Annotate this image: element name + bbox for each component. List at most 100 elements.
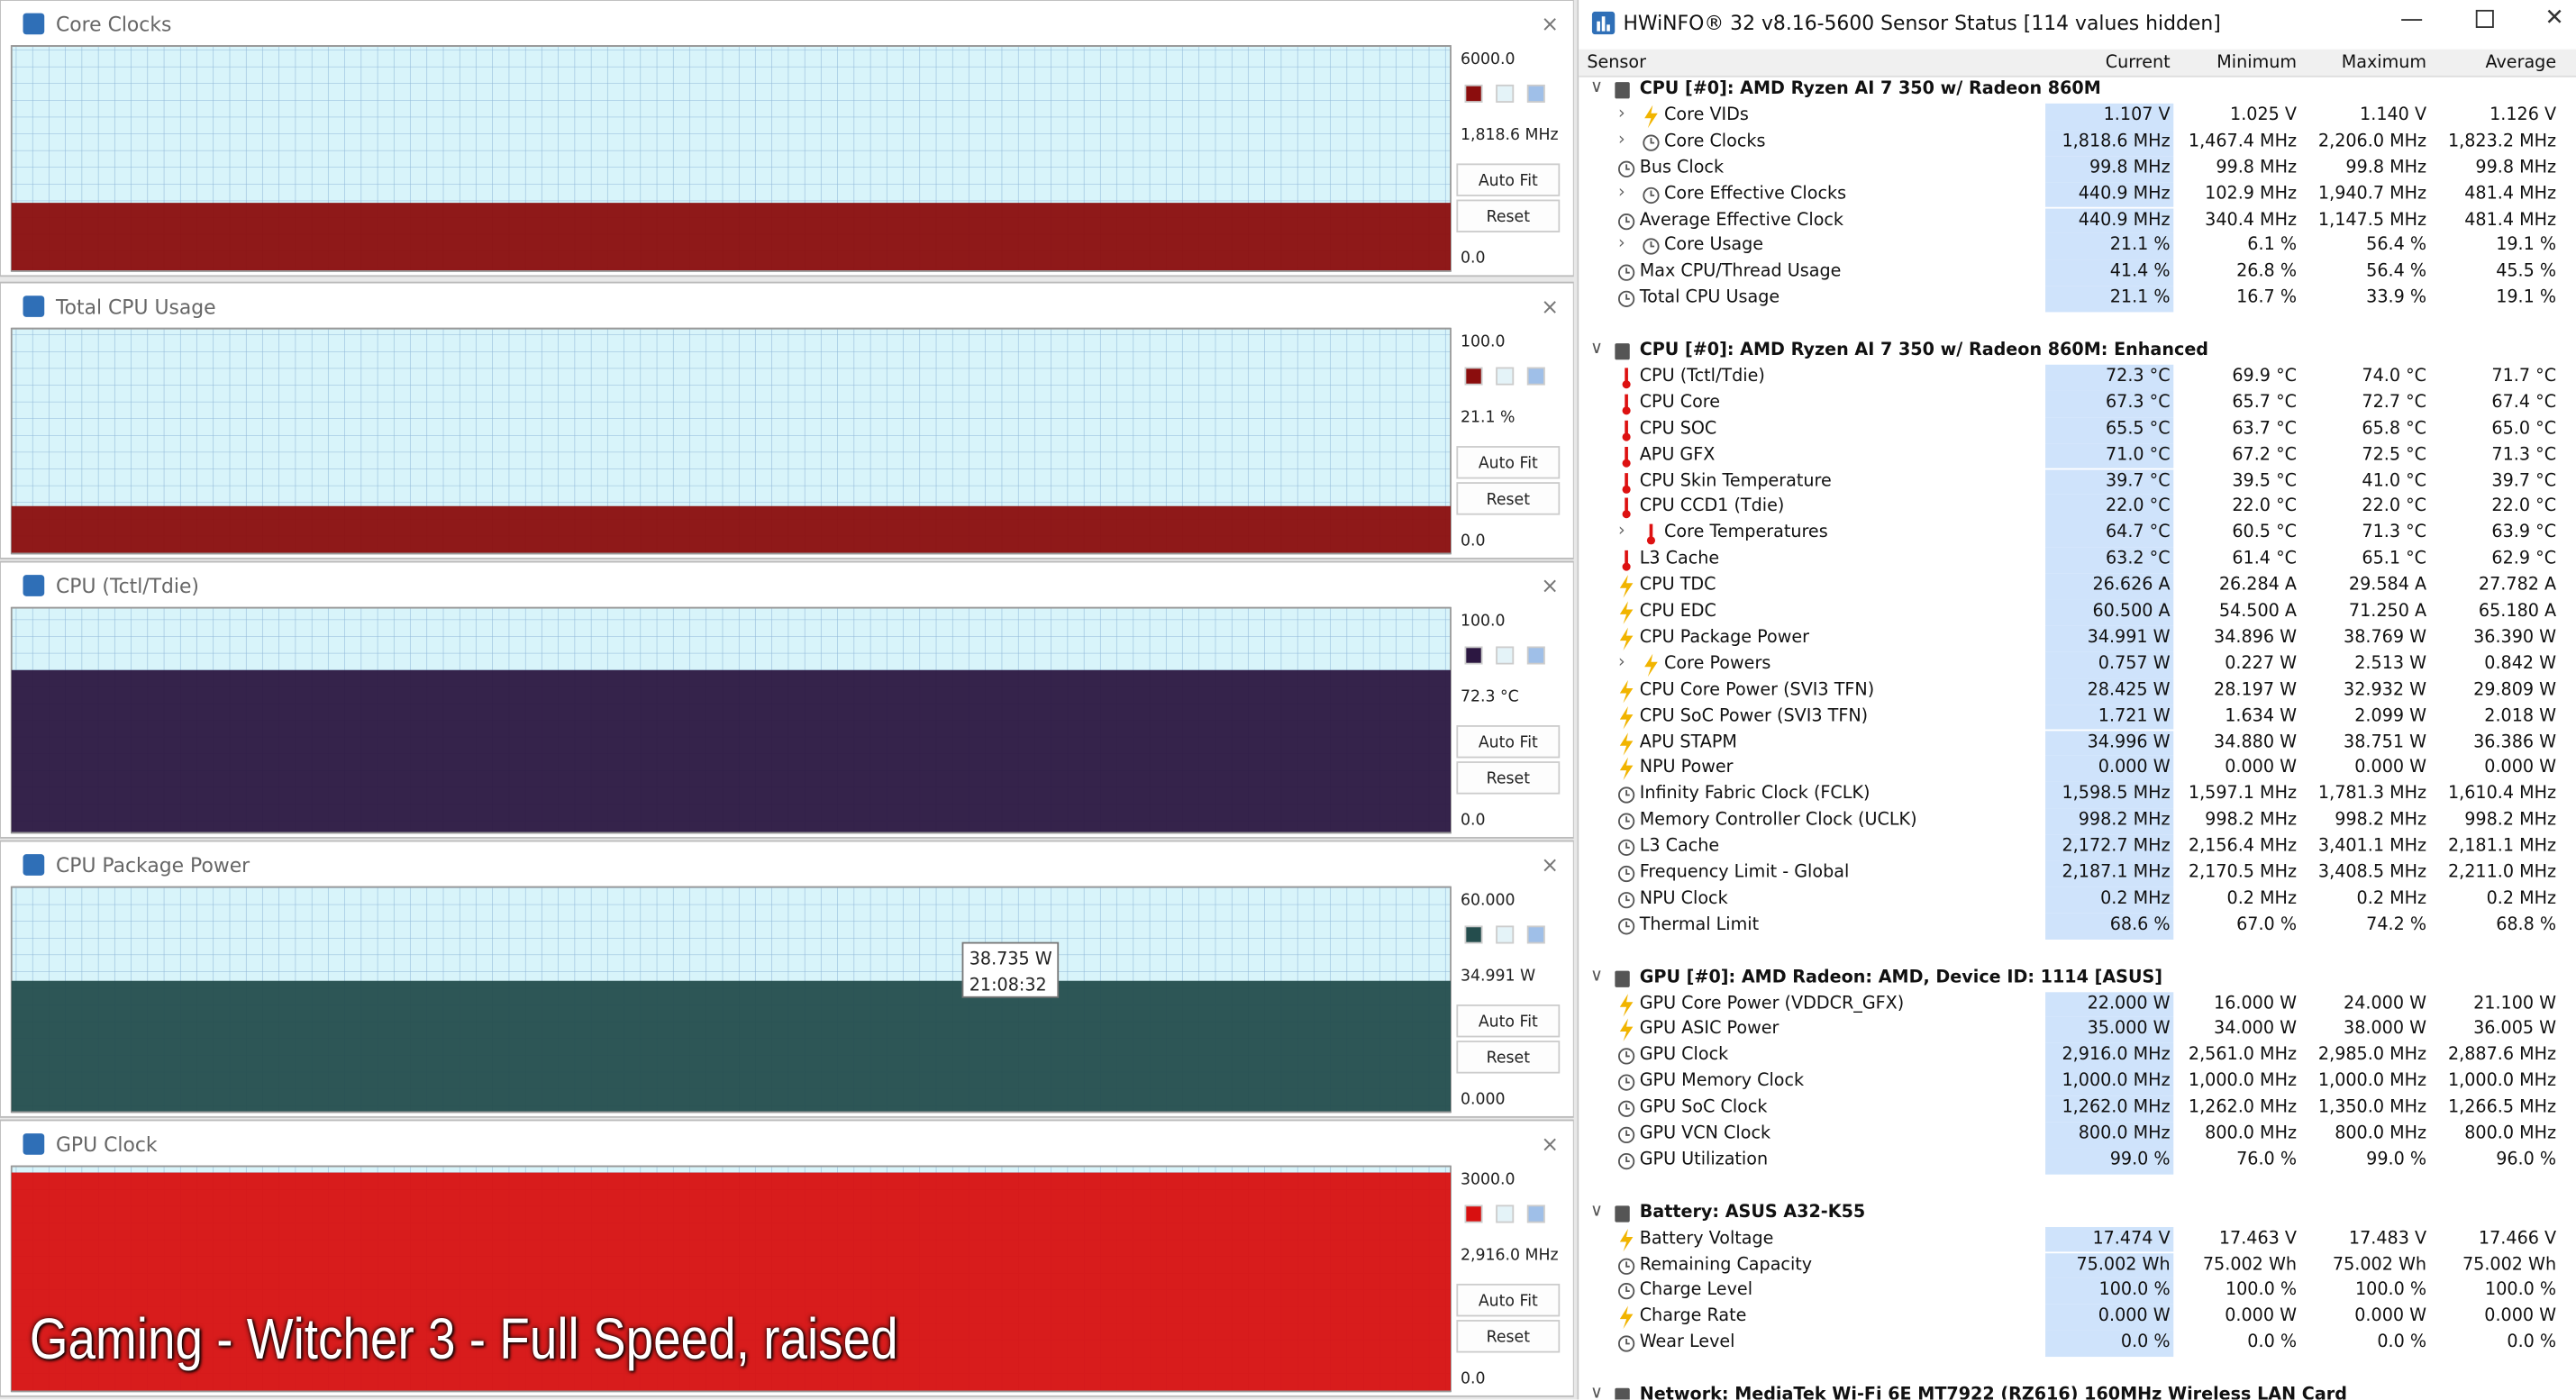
sensor-value: 0.000 W (2225, 1306, 2298, 1326)
current-cell-bg (2045, 1252, 2174, 1279)
sensor-value: 800.0 MHz (2464, 1123, 2557, 1144)
sensor-value: 63.9 °C (2491, 523, 2557, 543)
sensor-value: 340.4 MHz (2205, 209, 2298, 230)
clock-icon (1616, 836, 1636, 859)
current-cell-bg (2045, 730, 2174, 757)
sensor-value: 39.5 °C (2232, 470, 2298, 491)
minimize-button[interactable]: — (2399, 6, 2424, 33)
sensor-value: 96.0 % (2496, 1150, 2557, 1170)
current-cell-bg (2045, 129, 2174, 156)
sensor-value: 0.2 MHz (2100, 888, 2171, 909)
current-cell-bg (2045, 756, 2174, 783)
tooltip-text: 21:08:32 (969, 974, 1047, 995)
graph-windows: Core Clocks × 6000.0 1,818.6 MHz Auto Fit Res… (0, 0, 1574, 1397)
sensor-value: 1.634 W (2225, 705, 2298, 726)
button[interactable] (1456, 446, 1561, 479)
sensor-value: 38.000 W (2344, 1019, 2427, 1040)
button[interactable] (1456, 199, 1561, 233)
button[interactable] (1456, 1004, 1561, 1038)
sensor-value: 0.000 W (2098, 758, 2171, 778)
temperature-icon (1642, 523, 1661, 546)
sensor-value: 99.0 % (2366, 1150, 2427, 1170)
close-button[interactable]: ✕ (2544, 5, 2564, 32)
button-label: Reset (1487, 1329, 1531, 1347)
expand-chevron: ∨ (1589, 338, 1604, 359)
sensor-value: 1,598.5 MHz (2062, 784, 2171, 805)
sensor-value: 34.996 W (2087, 732, 2171, 752)
button[interactable] (1456, 482, 1561, 515)
graph-fill (11, 505, 1452, 554)
sensor-value: 75.002 Wh (2202, 1254, 2298, 1275)
sensor-name: GPU SoC Clock (1639, 1097, 1768, 1118)
sensor-value: 0.0 % (2377, 1332, 2427, 1352)
expand-chevron: › (1617, 651, 1625, 672)
sensor-value: 71.7 °C (2491, 366, 2557, 386)
sensor-value: 35.000 W (2087, 1019, 2171, 1040)
panel-close[interactable]: × (1541, 1132, 1559, 1157)
sensor-value: 440.9 MHz (2078, 209, 2171, 230)
sensor-value: 74.0 °C (2362, 366, 2427, 386)
color-swatch (1464, 367, 1483, 386)
panel-title: CPU Package Power (56, 855, 250, 877)
sensor-value: 24.000 W (2344, 993, 2427, 1014)
clock-icon (1616, 1254, 1636, 1277)
sensor-value: 2,985.0 MHz (2317, 1045, 2427, 1066)
sensor-value: 71.0 °C (2105, 444, 2171, 465)
button[interactable] (1456, 725, 1561, 759)
sensor-value: 36.390 W (2473, 627, 2557, 648)
panel-close[interactable]: × (1541, 294, 1559, 319)
sensor-value: 71.250 A (2348, 601, 2427, 622)
current-cell-bg (2045, 1305, 2174, 1332)
sensor-name: CPU Core (1639, 392, 1721, 413)
panel-close[interactable]: × (1541, 12, 1559, 37)
panel-close[interactable]: × (1541, 852, 1559, 877)
button[interactable] (1456, 1283, 1561, 1317)
sensor-name: Remaining Capacity (1639, 1254, 1813, 1275)
sensor-value: 34.880 W (2214, 732, 2298, 752)
power-icon (1616, 1228, 1636, 1251)
sensor-name: GPU ASIC Power (1639, 1019, 1780, 1040)
sensor-value: 0.2 MHz (2356, 888, 2427, 909)
button[interactable] (1456, 1320, 1561, 1353)
button-label: Auto Fit (1479, 1293, 1538, 1311)
sensor-value: 34.991 W (2087, 627, 2171, 648)
sensor-name: CPU SoC Power (SVI3 TFN) (1639, 705, 1869, 726)
clock-icon (1616, 1150, 1636, 1173)
button[interactable] (1456, 1041, 1561, 1074)
clock-icon (1616, 261, 1636, 285)
panel-icon (23, 295, 45, 317)
sensor-value: 0.757 W (2098, 653, 2171, 674)
current-cell-bg (2045, 207, 2174, 234)
sensor-value: 21.1 % (2109, 235, 2171, 256)
sensor-name: NPU Clock (1639, 888, 1728, 909)
min-label: 0.0 (1461, 811, 1486, 829)
expand-chevron: ∨ (1589, 1383, 1604, 1400)
sensor-name: Core VIDs (1664, 105, 1749, 125)
sensor-value: 0.000 W (2484, 1306, 2557, 1326)
sensor-value: 2,187.1 MHz (2062, 862, 2171, 883)
sensor-value: 61.4 °C (2232, 549, 2298, 569)
sensor-value: 41.0 °C (2362, 470, 2427, 491)
sensor-value: 2,172.7 MHz (2062, 836, 2171, 857)
max-label: 100.0 (1461, 333, 1506, 351)
sensor-value: 63.7 °C (2232, 418, 2298, 439)
button[interactable] (1456, 163, 1561, 196)
panel-close[interactable]: × (1541, 573, 1559, 598)
sensor-value: 71.3 °C (2362, 523, 2427, 543)
button-label: Auto Fit (1479, 172, 1538, 190)
expand-chevron: ∨ (1589, 965, 1604, 986)
panel-icon (23, 13, 45, 35)
sensor-name: Core Usage (1664, 235, 1764, 256)
button[interactable] (1456, 761, 1561, 795)
expand-chevron: › (1617, 233, 1625, 254)
current-cell-bg (2045, 1148, 2174, 1175)
device-icon (1615, 1387, 1630, 1400)
sensor-value: 800.0 MHz (2078, 1123, 2171, 1144)
clock-icon (1616, 888, 1636, 912)
sensor-value: 26.284 A (2218, 575, 2298, 595)
sensor-value: 800.0 MHz (2335, 1123, 2427, 1144)
sensor-name: Bus Clock (1639, 157, 1725, 177)
sensor-value: 65.5 °C (2105, 418, 2171, 439)
sensor-value: 100.0 % (2098, 1280, 2171, 1300)
maximize-button[interactable] (2475, 9, 2494, 28)
